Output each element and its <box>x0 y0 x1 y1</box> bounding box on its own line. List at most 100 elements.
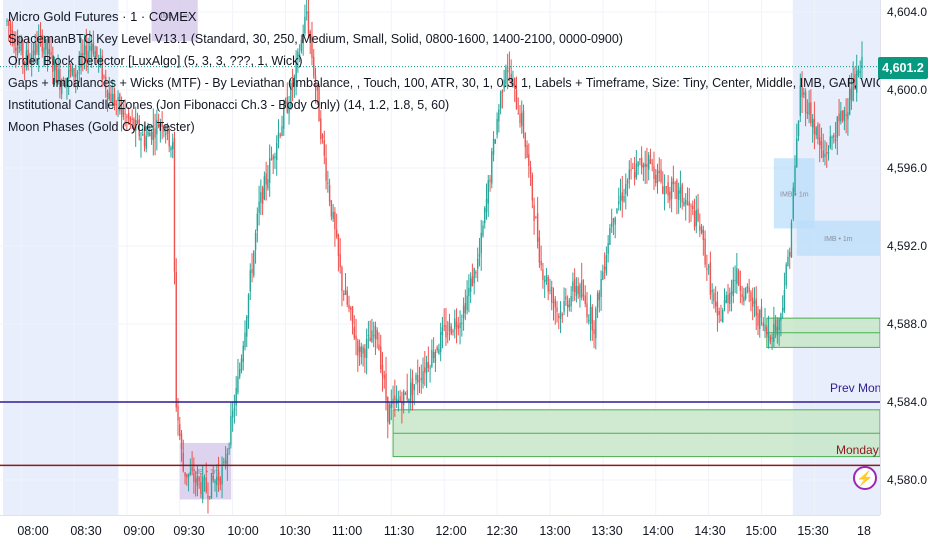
candle-body <box>840 111 842 122</box>
candle-body <box>385 373 387 401</box>
candle-body <box>505 67 507 85</box>
candle-body <box>841 110 844 121</box>
candle-body <box>542 269 544 280</box>
candle-body <box>491 151 493 184</box>
candle-body <box>810 102 812 124</box>
candle-body <box>662 186 664 194</box>
candle-body <box>224 460 227 464</box>
candle-body <box>647 154 650 170</box>
candle-body <box>436 347 438 351</box>
candle-body <box>480 232 482 254</box>
candle-body <box>127 112 130 119</box>
candle-body <box>357 340 359 356</box>
candle-body <box>441 327 444 335</box>
candle-body <box>718 311 720 315</box>
candle-body <box>506 70 509 73</box>
candle-body <box>52 59 54 73</box>
candle-body <box>575 286 578 296</box>
candle-body <box>702 229 705 240</box>
candle-body <box>790 222 793 258</box>
candle-body <box>256 213 259 231</box>
time-tick: 14:00 <box>642 524 674 538</box>
candle-body <box>519 113 521 123</box>
candle-body <box>549 289 551 291</box>
candle-body <box>11 29 13 43</box>
candle-body <box>286 96 288 113</box>
chart-area[interactable]: IMB • 1m IMB • 1m IMB • 1m IMB • 1m Micro G… <box>0 0 880 515</box>
candle-body <box>13 40 15 45</box>
candle-body <box>752 297 754 307</box>
candle-body <box>112 94 114 107</box>
candle-body <box>219 478 222 485</box>
candle-body <box>156 119 158 135</box>
candle-body <box>653 166 655 180</box>
candle-body <box>804 91 807 113</box>
candle-body <box>602 271 604 280</box>
candle-body <box>23 61 26 64</box>
candle-body <box>41 34 43 52</box>
candle-body <box>524 133 526 148</box>
candle-body <box>53 60 56 71</box>
candle-body <box>76 72 79 74</box>
candle-body <box>625 183 627 195</box>
candle-body <box>62 79 65 87</box>
current-price-badge: 4,601.2 <box>878 57 928 79</box>
imbalance-label: IMB • 1m <box>191 469 220 476</box>
candle-body <box>588 319 590 321</box>
candle-body <box>38 39 40 55</box>
candle-body <box>434 351 437 363</box>
candle-body <box>528 154 530 166</box>
lightning-icon[interactable]: ⚡ <box>853 466 877 490</box>
candle-body <box>231 411 234 418</box>
candle-body <box>729 293 731 304</box>
candle-body <box>556 307 558 312</box>
candle-body <box>529 167 532 174</box>
candle-body <box>203 478 206 480</box>
candle-body <box>417 374 419 383</box>
candle-body <box>736 268 738 284</box>
candle-body <box>136 120 139 124</box>
time-scale[interactable]: 08:00 08:30 09:00 09:30 10:00 10:30 11:0… <box>0 515 880 551</box>
candle-body <box>510 73 512 82</box>
candle-body <box>194 478 197 483</box>
candle-body <box>105 76 107 89</box>
candle-body <box>122 109 125 118</box>
candle-body <box>108 92 110 100</box>
candle-body <box>307 11 310 34</box>
candle-body <box>161 123 163 127</box>
candle-body <box>214 480 216 483</box>
candle-body <box>230 415 232 445</box>
candle-body <box>298 54 301 57</box>
candle-body <box>164 133 167 135</box>
candle-body <box>603 266 606 270</box>
time-tick: 08:30 <box>70 524 102 538</box>
price-scale[interactable]: 4,604.0 4,600.0 4,596.0 4,592.0 4,588.0 … <box>880 0 932 515</box>
candle-body <box>623 196 625 202</box>
candle-body <box>314 75 317 88</box>
candle-body <box>547 276 549 292</box>
candle-body <box>822 150 824 158</box>
candle-body <box>87 50 89 60</box>
candle-body <box>704 238 706 265</box>
candle-body <box>106 90 109 99</box>
candle-body <box>64 84 66 87</box>
candlestick-chart[interactable]: IMB • 1m IMB • 1m IMB • 1m IMB • 1m <box>0 0 880 515</box>
candle-body <box>66 78 68 87</box>
candle-body <box>18 47 21 49</box>
monday-label: Monday l <box>836 443 880 457</box>
candle-body <box>669 191 671 201</box>
candle-body <box>170 147 172 151</box>
candle-body <box>16 46 19 55</box>
prev-month-label: Prev Month <box>830 381 880 395</box>
candle-body <box>251 269 253 274</box>
candle-body <box>646 163 648 168</box>
candle-body <box>834 138 837 142</box>
candle-body <box>59 69 61 90</box>
candle-body <box>605 255 608 274</box>
candle-body <box>801 85 803 97</box>
candle-body <box>180 433 183 450</box>
price-tick: 4,604.0 <box>887 5 928 19</box>
time-tick: 11:00 <box>331 524 363 538</box>
candle-body <box>399 396 401 402</box>
candle-body <box>142 134 144 136</box>
